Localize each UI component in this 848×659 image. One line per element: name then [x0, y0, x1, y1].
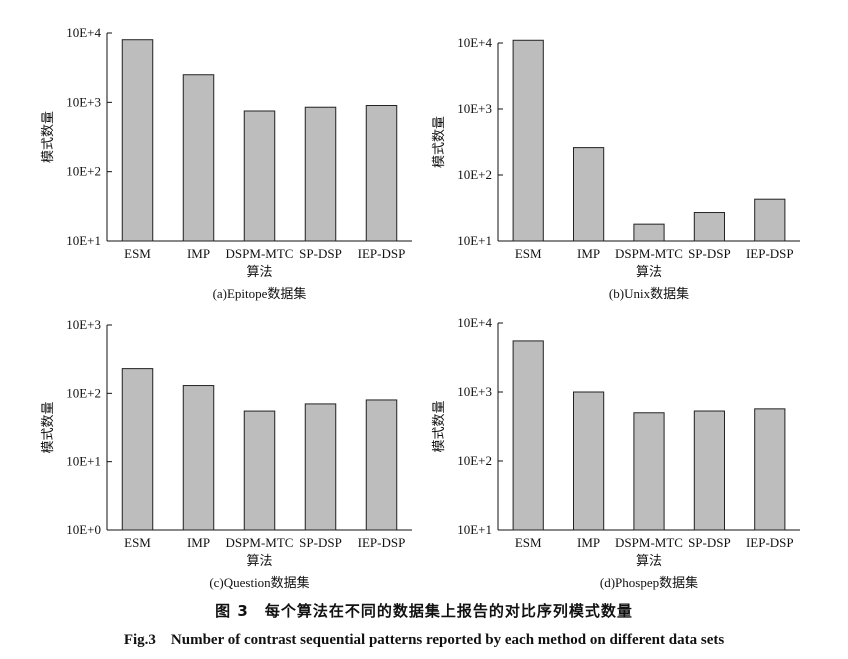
- bar: [182, 385, 215, 531]
- chart-1: 10E+1 10E+2 10E+3 10E+4 ESM IMP DSPM-MTC SP-DSP…: [431, 35, 800, 301]
- bar: [693, 410, 725, 531]
- x-tick-label: ESM: [515, 246, 542, 261]
- x-axis-label: 算法: [636, 264, 662, 279]
- chart-3: 10E+1 10E+2 10E+3 10E+4 ESM IMP DSPM-MTC SP-DSP…: [431, 315, 800, 590]
- x-tick-label: SP-DSP: [688, 246, 731, 261]
- x-tick-label: DSPM-MTC: [226, 246, 294, 261]
- bar: [512, 39, 544, 242]
- y-axis-label: 模式数量: [431, 400, 446, 452]
- bar: [365, 399, 398, 531]
- x-tick-label: IEP-DSP: [746, 535, 794, 550]
- x-tick-label: IEP-DSP: [358, 535, 406, 550]
- bar: [754, 408, 786, 531]
- y-tick-label: 10E+4: [457, 35, 492, 50]
- x-axis-label: 算法: [636, 553, 662, 568]
- figure-caption-cn: 图 3 每个算法在不同的数据集上报告的对比序列模式数量: [215, 602, 633, 620]
- bar: [243, 410, 276, 531]
- chart-subtitle: (d)Phospep数据集: [600, 575, 698, 590]
- y-tick-label: 10E+3: [66, 317, 101, 332]
- y-axis-label: 模式数量: [40, 111, 55, 163]
- figure-caption-en: Fig.3 Number of contrast sequential patt…: [123, 632, 725, 648]
- y-axis-label: 模式数量: [431, 116, 446, 168]
- x-tick-label: IEP-DSP: [358, 246, 406, 261]
- x-tick-label: SP-DSP: [299, 535, 342, 550]
- charts-canvas: 10E+1 10E+2 10E+3 10E+4 ESM IMP DSPM-MTC SP-DSP…: [40, 25, 800, 590]
- y-tick-label: 10E+0: [66, 522, 101, 537]
- x-tick-label: IMP: [577, 246, 600, 261]
- x-tick-label: IMP: [187, 535, 210, 550]
- x-tick-label: IEP-DSP: [746, 246, 794, 261]
- bar: [121, 368, 154, 531]
- x-axis-label: 算法: [246, 553, 272, 568]
- y-tick-label: 10E+4: [457, 315, 492, 330]
- y-tick-label: 10E+2: [457, 167, 492, 182]
- x-tick-label: ESM: [515, 535, 542, 550]
- chart-0: 10E+1 10E+2 10E+3 10E+4 ESM IMP DSPM-MTC SP-DSP…: [40, 25, 412, 301]
- bar: [573, 147, 605, 242]
- bar: [365, 105, 398, 242]
- bar: [512, 340, 544, 531]
- bar: [573, 391, 605, 531]
- y-tick-label: 10E+1: [457, 522, 492, 537]
- bar: [121, 39, 154, 242]
- bar: [633, 412, 665, 531]
- x-tick-label: DSPM-MTC: [615, 535, 683, 550]
- y-tick-label: 10E+2: [457, 453, 492, 468]
- chart-subtitle: (c)Question数据集: [209, 575, 309, 590]
- bar: [304, 403, 337, 531]
- bar: [693, 212, 725, 242]
- x-tick-label: DSPM-MTC: [226, 535, 294, 550]
- y-tick-label: 10E+3: [457, 101, 492, 116]
- y-tick-label: 10E+2: [66, 164, 101, 179]
- x-tick-label: SP-DSP: [299, 246, 342, 261]
- y-tick-label: 10E+4: [66, 25, 101, 40]
- x-tick-label: IMP: [577, 535, 600, 550]
- y-tick-label: 10E+3: [66, 94, 101, 109]
- bar: [182, 74, 215, 242]
- bar: [633, 223, 665, 242]
- x-axis-label: 算法: [246, 264, 272, 279]
- bar: [243, 110, 276, 242]
- y-tick-label: 10E+3: [457, 384, 492, 399]
- y-tick-label: 10E+1: [66, 233, 101, 248]
- x-tick-label: ESM: [124, 535, 151, 550]
- x-tick-label: DSPM-MTC: [615, 246, 683, 261]
- y-tick-label: 10E+2: [66, 385, 101, 400]
- chart-subtitle: (b)Unix数据集: [609, 286, 689, 301]
- y-tick-label: 10E+1: [457, 233, 492, 248]
- y-tick-label: 10E+1: [66, 454, 101, 469]
- x-tick-label: SP-DSP: [688, 535, 731, 550]
- bar: [754, 198, 786, 242]
- bar: [304, 106, 337, 242]
- x-tick-label: ESM: [124, 246, 151, 261]
- y-axis-label: 模式数量: [40, 401, 55, 453]
- x-tick-label: IMP: [187, 246, 210, 261]
- chart-2: 10E+0 10E+1 10E+2 10E+3 ESM IMP DSPM-MTC SP-DSP…: [40, 317, 412, 590]
- chart-subtitle: (a)Epitope数据集: [213, 286, 307, 301]
